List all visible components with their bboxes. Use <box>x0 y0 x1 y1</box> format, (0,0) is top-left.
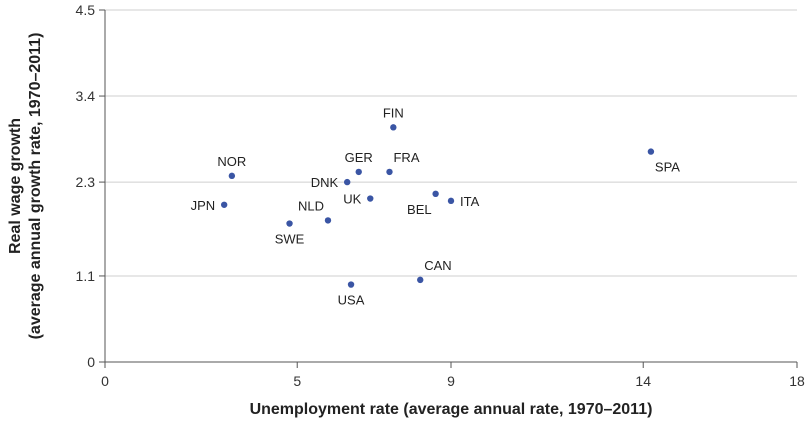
point-fin <box>390 124 397 131</box>
point-jpn <box>220 201 228 208</box>
x-tick-label: 0 <box>101 373 109 389</box>
y-tick-label: 2.3 <box>76 174 96 190</box>
point-nld <box>324 217 332 224</box>
y-tick-label: 0 <box>87 354 95 370</box>
label-can: CAN <box>424 258 451 273</box>
point-dnk <box>344 178 351 186</box>
point-ger <box>355 168 362 176</box>
label-bel: BEL <box>407 202 432 217</box>
label-fra: FRA <box>393 150 419 165</box>
label-dnk: DNK <box>311 175 339 190</box>
label-jpn: JPN <box>191 198 216 213</box>
y-tick-label: 4.5 <box>76 2 96 18</box>
x-axis-title: Unemployment rate (average annual rate, … <box>250 401 653 418</box>
label-spa: SPA <box>655 160 680 175</box>
label-ita: ITA <box>460 194 480 209</box>
data-point-labels: FIN NOR GER FRA DNK UK BEL ITA JPN NLD SWE SPA CAN US… <box>191 105 681 307</box>
x-tick-label: 5 <box>293 373 301 389</box>
point-can <box>417 276 424 284</box>
point-bel <box>432 190 439 198</box>
label-uk: UK <box>343 192 361 207</box>
x-axis-ticks: 0 5 9 14 18 <box>101 362 805 389</box>
label-ger: GER <box>345 150 373 165</box>
label-fin: FIN <box>383 105 404 120</box>
x-tick-label: 9 <box>447 373 455 389</box>
y-tick-label: 1.1 <box>76 268 96 284</box>
data-points <box>220 124 655 288</box>
point-uk <box>367 195 374 202</box>
y-axis-title-line1: Real wage growth <box>7 118 24 254</box>
y-axis-ticks: 0 1.1 2.3 3.4 4.5 <box>76 2 105 370</box>
label-usa: USA <box>338 293 365 308</box>
point-spa <box>647 148 655 155</box>
gridlines <box>105 9 797 277</box>
label-nld: NLD <box>298 198 324 213</box>
label-swe: SWE <box>275 232 305 247</box>
x-tick-label: 18 <box>789 373 805 389</box>
point-ita <box>447 197 455 205</box>
point-fra <box>386 168 393 176</box>
point-swe <box>286 220 293 227</box>
y-axis-title-line2: (average annual growth rate, 1970–2011) <box>27 33 44 340</box>
y-tick-label: 3.4 <box>76 88 96 104</box>
label-nor: NOR <box>217 154 246 169</box>
x-tick-label: 14 <box>635 373 651 389</box>
point-usa <box>347 281 355 288</box>
point-nor <box>228 172 236 180</box>
